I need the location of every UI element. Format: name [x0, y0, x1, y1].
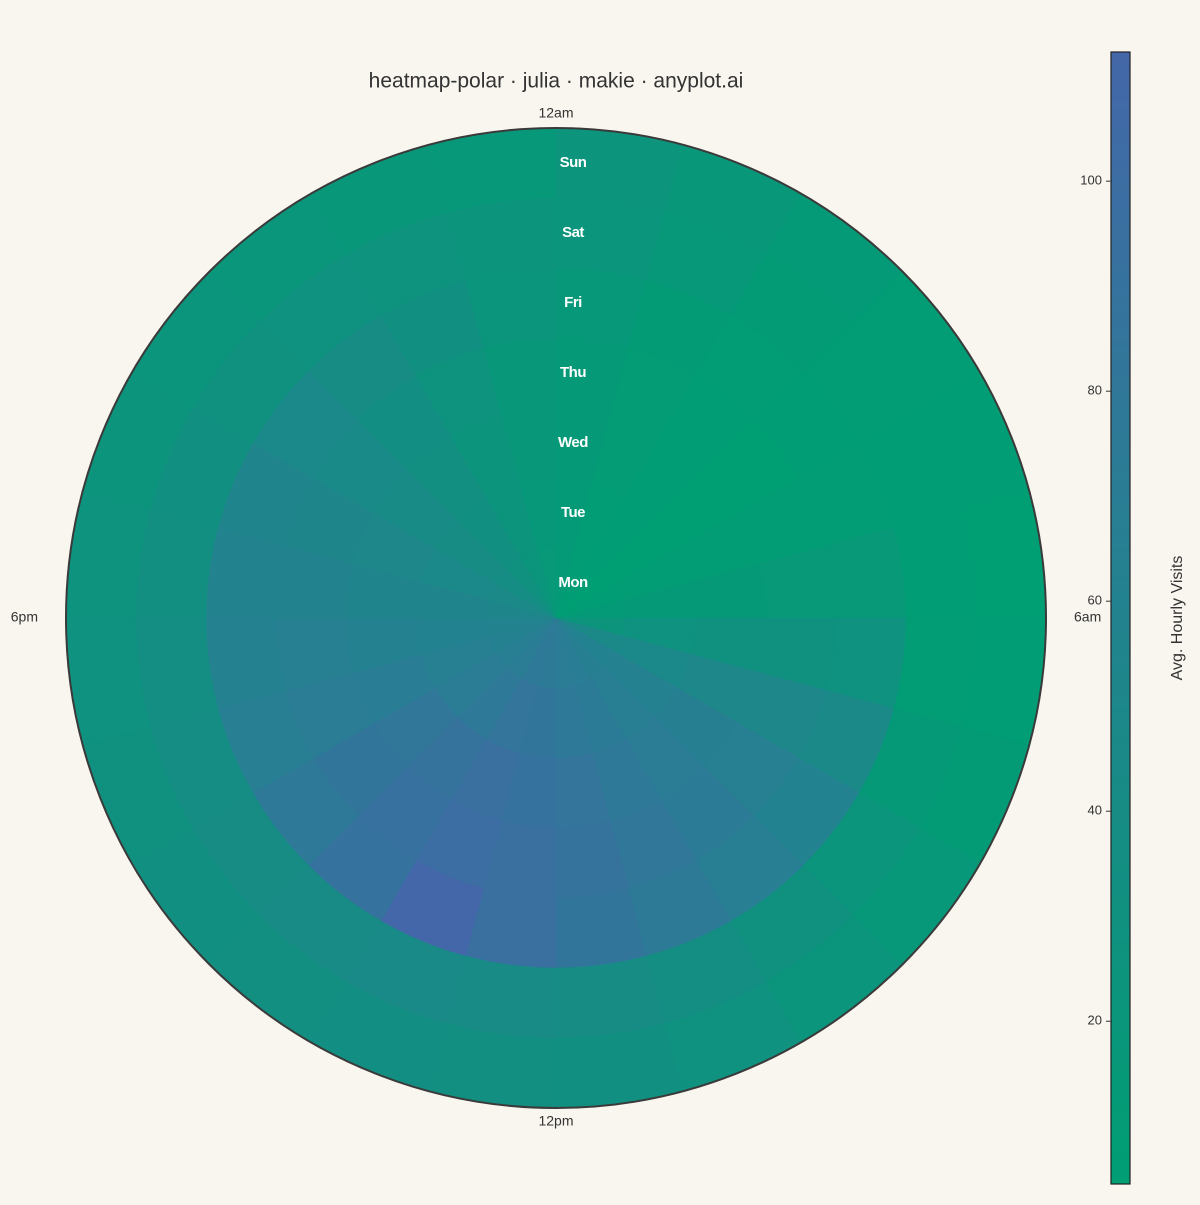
heat-cell: [893, 508, 977, 619]
ring-label: Sat: [562, 224, 584, 241]
ring-label: Thu: [560, 364, 586, 381]
heat-cell: [135, 508, 219, 619]
heat-cell: [893, 617, 977, 728]
angle-tick-label: 12am: [538, 105, 573, 121]
heat-cell: [446, 197, 557, 281]
colorbar-tick-label: 40: [1088, 803, 1102, 818]
heat-cell: [555, 955, 666, 1039]
angle-tick-label: 12pm: [538, 1113, 573, 1129]
angle-tick-label: 6am: [1074, 609, 1101, 625]
colorbar-tick-label: 60: [1088, 593, 1102, 608]
chart-title: heatmap-polar · julia · makie · anyplot.…: [369, 70, 744, 93]
ring-label: Fri: [564, 294, 582, 311]
colorbar-tick-label: 100: [1080, 173, 1102, 188]
colorbar: [1110, 51, 1131, 1185]
ring-label: Sun: [560, 154, 587, 171]
heat-cell: [135, 617, 219, 728]
colorbar-tick-label: 20: [1088, 1013, 1102, 1028]
colorbar-label: Avg. Hourly Visits: [1169, 556, 1186, 681]
polar-frame: [65, 127, 1047, 1109]
angle-tick-label: 6pm: [11, 609, 38, 625]
ring-label: Tue: [561, 504, 585, 521]
ring-label: Wed: [558, 434, 588, 451]
heat-cell: [446, 955, 557, 1039]
ring-label: Mon: [558, 574, 588, 591]
colorbar-tick-label: 80: [1088, 383, 1102, 398]
